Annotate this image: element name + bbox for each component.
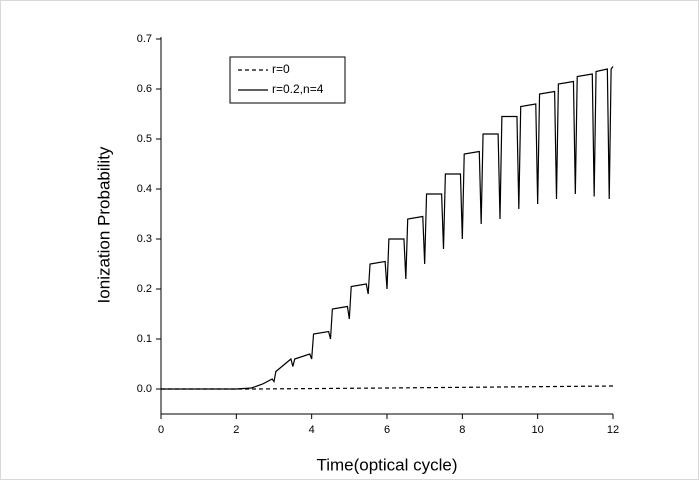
x-tick-label: 2 (233, 424, 239, 436)
y-tick-label: 0.6 (137, 83, 152, 95)
x-tick-label: 10 (532, 424, 544, 436)
legend-label: r=0.2,n=4 (272, 82, 324, 96)
x-axis-title: Time(optical cycle) (316, 455, 457, 474)
x-tick-label: 8 (459, 424, 465, 436)
x-tick-label: 4 (309, 424, 315, 436)
series-line (161, 66, 614, 390)
y-tick-label: 0.2 (137, 283, 152, 295)
y-tick-label: 0.4 (137, 183, 152, 195)
y-tick-label: 0.3 (137, 233, 152, 245)
y-tick-label: 0.7 (137, 33, 152, 45)
legend-box (229, 56, 346, 104)
x-tick-label: 12 (607, 424, 619, 436)
x-tick-label: 0 (158, 424, 164, 436)
legend-label: r=0 (272, 62, 290, 76)
x-tick-label: 6 (384, 424, 390, 436)
y-tick-label: 0.1 (137, 333, 152, 345)
series-line (161, 385, 614, 390)
y-tick-label: 0.0 (137, 383, 152, 395)
y-axis-title: Ionization Probability (94, 146, 113, 303)
y-tick-label: 0.5 (137, 133, 152, 145)
